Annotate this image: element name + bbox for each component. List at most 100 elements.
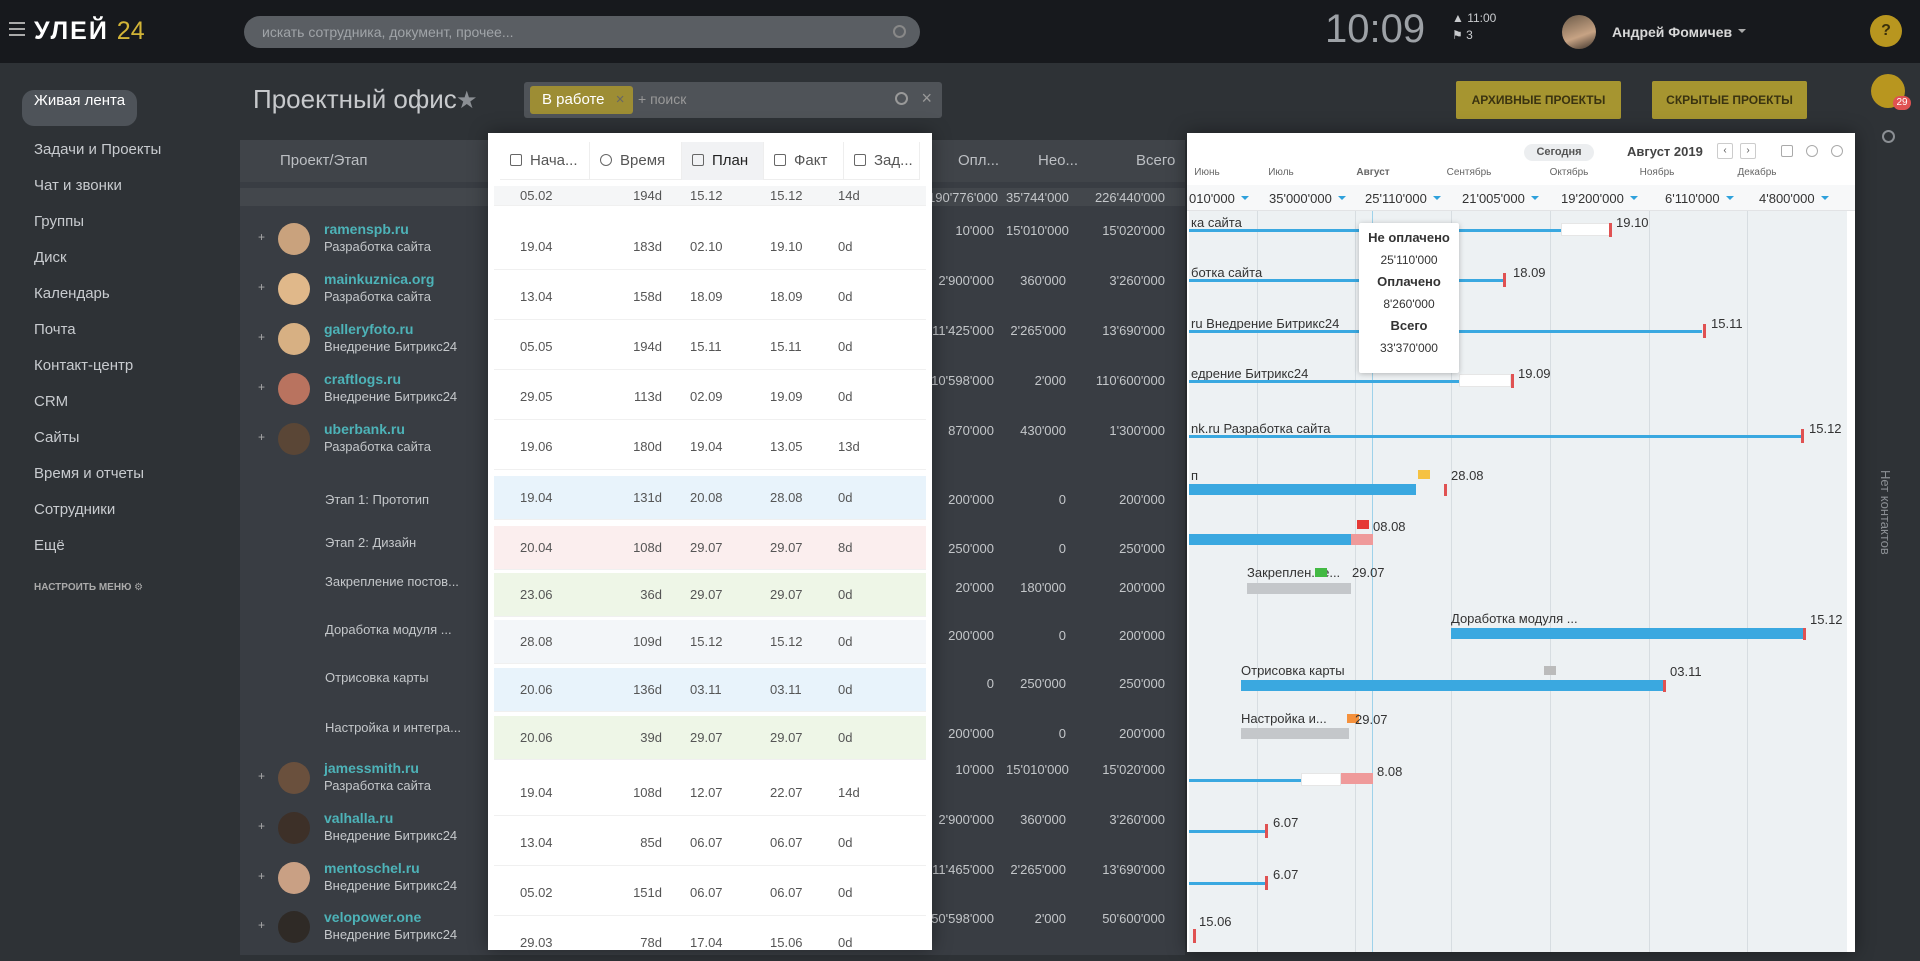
project-name[interactable]: galleryfoto.ru <box>324 321 414 337</box>
menu-item-sites[interactable]: Сайты <box>34 429 80 446</box>
dates-row[interactable]: 19.04 108d 12.07 22.07 14d <box>494 770 926 816</box>
flag-icon[interactable] <box>1315 568 1327 577</box>
stage-name[interactable]: Этап 2: Дизайн <box>325 535 417 550</box>
flag-icon[interactable] <box>1418 470 1430 479</box>
zoom-in-icon[interactable] <box>1806 145 1818 157</box>
help-button[interactable]: ? <box>1870 15 1902 47</box>
col-time[interactable]: Время <box>590 142 682 180</box>
deadline-mark[interactable] <box>1703 324 1706 338</box>
stage-name[interactable]: Этап 1: Прототип <box>325 492 430 507</box>
project-name[interactable]: craftlogs.ru <box>324 371 402 387</box>
month-sum[interactable]: 35'000'000 <box>1269 191 1346 206</box>
project-name[interactable]: ramenspb.ru <box>324 221 409 237</box>
zoom-out-icon[interactable] <box>1831 145 1843 157</box>
expand-icon[interactable]: + <box>258 430 266 444</box>
project-name[interactable]: uberbank.ru <box>324 421 405 437</box>
deadline-mark[interactable] <box>1193 929 1196 943</box>
gantt-bar[interactable] <box>1459 374 1511 387</box>
project-row[interactable]: + uberbank.ru Разработка сайта <box>240 415 490 465</box>
gantt-bar[interactable] <box>1189 779 1301 782</box>
menu-item-mail[interactable]: Почта <box>34 321 76 338</box>
dates-row[interactable]: 05.02 151d 06.07 06.07 0d <box>494 870 926 916</box>
deadline-mark[interactable] <box>1503 273 1506 287</box>
deadline-mark[interactable] <box>1609 223 1612 237</box>
deadline-mark[interactable] <box>1265 876 1268 890</box>
menu-item-employees[interactable]: Сотрудники <box>34 501 116 518</box>
logo[interactable]: УЛЕЙ 24 <box>34 17 145 45</box>
menu-item-groups[interactable]: Группы <box>34 213 84 230</box>
menu-burger-icon[interactable] <box>9 22 25 36</box>
print-icon[interactable] <box>1781 145 1793 157</box>
menu-item-disk[interactable]: Диск <box>34 249 67 266</box>
month-sum[interactable]: 25'110'000 <box>1365 191 1441 206</box>
dates-row[interactable]: 29.05 113d 02.09 19.09 0d <box>494 374 926 420</box>
today-button[interactable]: Сегодня <box>1524 144 1594 161</box>
month-sum[interactable]: 6'110'000 <box>1665 191 1734 206</box>
project-name[interactable]: jamessmith.ru <box>324 760 419 776</box>
contacts-panel-label[interactable]: Нет контактов <box>1878 470 1893 555</box>
chip-close-icon[interactable]: × <box>615 91 625 108</box>
month-sum[interactable]: 4'800'000 <box>1759 191 1829 206</box>
flag-icon[interactable] <box>1544 666 1556 675</box>
deadline-mark[interactable] <box>1444 484 1447 496</box>
month-sum[interactable]: 19'200'000 <box>1561 191 1638 206</box>
col-fact[interactable]: Факт <box>764 142 844 180</box>
hidden-projects-button[interactable]: СКРЫТЫЕ ПРОЕКТЫ <box>1652 81 1807 119</box>
col-project[interactable]: Проект/Этап <box>280 152 368 169</box>
project-row[interactable]: + ramenspb.ru Разработка сайта <box>240 215 490 265</box>
filter-search-input[interactable]: + поиск <box>638 91 687 107</box>
dates-row[interactable]: 19.06 180d 19.04 13.05 13d <box>494 424 926 470</box>
project-row[interactable]: + galleryfoto.ru Внедрение Битрикс24 <box>240 315 490 365</box>
expand-icon[interactable]: + <box>258 280 266 294</box>
expand-icon[interactable]: + <box>258 918 266 932</box>
archive-projects-button[interactable]: АРХИВНЫЕ ПРОЕКТЫ <box>1456 81 1621 119</box>
month-sum[interactable]: 21'005'000 <box>1462 191 1539 206</box>
menu-item-tasks[interactable]: Задачи и Проекты <box>34 141 162 158</box>
project-row[interactable]: + valhalla.ru Внедрение Битрикс24 <box>240 804 490 854</box>
col-unpaid[interactable]: Нео... <box>1038 152 1079 169</box>
stage-name[interactable]: Закрепление постов... <box>325 574 459 589</box>
deadline-mark[interactable] <box>1803 628 1806 640</box>
project-row[interactable]: + velopower.one Внедрение Битрикс24 <box>240 903 490 953</box>
gantt-bar[interactable] <box>1451 628 1803 639</box>
dates-row[interactable]: 20.06 39d 29.07 29.07 0d <box>494 716 926 760</box>
col-paid[interactable]: Опл... <box>958 152 1000 169</box>
dates-row[interactable]: 13.04 85d 06.07 06.07 0d <box>494 820 926 866</box>
dates-row[interactable]: 19.04 183d 02.10 19.10 0d <box>494 224 926 270</box>
menu-settings-link[interactable]: НАСТРОИТЬ МЕНЮ ⚙ <box>34 582 144 593</box>
filter-chip[interactable]: В работе × <box>530 86 633 114</box>
deadline-mark[interactable] <box>1801 429 1804 443</box>
global-search-input[interactable]: искать сотрудника, документ, прочее... <box>244 16 920 48</box>
gantt-bar[interactable] <box>1301 773 1341 786</box>
gantt-bar[interactable] <box>1241 680 1663 691</box>
side-search-icon[interactable] <box>1882 130 1895 143</box>
stage-name[interactable]: Настройка и интегра... <box>325 720 461 735</box>
expand-icon[interactable]: + <box>258 869 266 883</box>
user-name[interactable]: Андрей Фомичев <box>1612 24 1746 40</box>
project-name[interactable]: velopower.one <box>324 909 422 925</box>
project-row[interactable]: + craftlogs.ru Внедрение Битрикс24 <box>240 365 490 415</box>
gantt-bar[interactable] <box>1189 484 1416 495</box>
flag-icon[interactable] <box>1357 520 1369 529</box>
project-row[interactable]: Закрепление постов... <box>240 562 490 612</box>
flag-icon[interactable] <box>1347 714 1359 723</box>
time-info[interactable]: ▲ 11:00 ⚑ 3 <box>1452 11 1497 42</box>
dates-row[interactable]: 13.04 158d 18.09 18.09 0d <box>494 274 926 320</box>
menu-item-more[interactable]: Ещё <box>34 537 65 554</box>
menu-item-contact-center[interactable]: Контакт-центр <box>34 357 134 374</box>
expand-icon[interactable]: + <box>258 819 266 833</box>
dates-row[interactable]: 23.06 36d 29.07 29.07 0d <box>494 573 926 617</box>
project-row[interactable]: Этап 1: Прототип <box>240 474 490 524</box>
gantt-bar[interactable] <box>1189 435 1801 438</box>
project-row[interactable]: Этап 2: Дизайн <box>240 523 490 573</box>
filter-bar[interactable]: В работе × + поиск × <box>524 82 942 118</box>
stage-name[interactable]: Отрисовка карты <box>325 670 429 685</box>
project-name[interactable]: valhalla.ru <box>324 810 394 826</box>
gantt-bar[interactable] <box>1189 830 1265 833</box>
expand-icon[interactable]: + <box>258 330 266 344</box>
gantt-bar[interactable] <box>1189 882 1265 885</box>
favorite-star-icon[interactable]: ★ <box>456 87 478 114</box>
dates-row[interactable]: 20.06 136d 03.11 03.11 0d <box>494 668 926 712</box>
clock[interactable]: 10:09 <box>1325 7 1426 51</box>
menu-item-live-feed[interactable]: Живая лента <box>22 90 138 126</box>
